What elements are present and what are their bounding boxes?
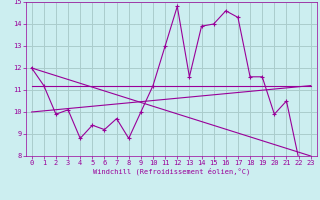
X-axis label: Windchill (Refroidissement éolien,°C): Windchill (Refroidissement éolien,°C) xyxy=(92,168,250,175)
